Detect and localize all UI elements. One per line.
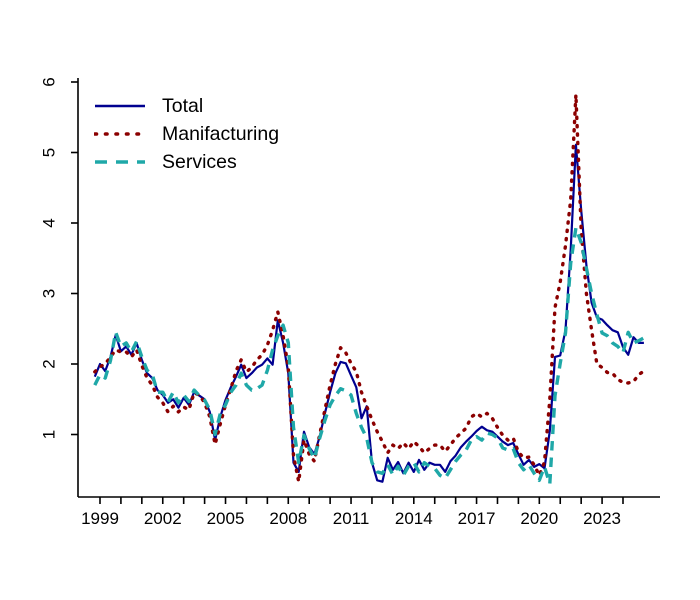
y-axis-tick-label: 1 <box>40 430 59 439</box>
series-line-total <box>93 143 644 483</box>
x-axis-tick-label: 1999 <box>81 509 119 528</box>
legend-label-manifacturing: Manifacturing <box>162 123 280 145</box>
legend-row-services: Services <box>94 148 279 176</box>
legend-label-services: Services <box>162 151 237 173</box>
x-axis-tick-label: 2014 <box>395 509 433 528</box>
x-axis-tick-label: 2020 <box>520 509 558 528</box>
x-axis-tick-label: 2008 <box>269 509 307 528</box>
x-axis-tick-label: 2002 <box>144 509 182 528</box>
y-axis-tick-label: 2 <box>40 359 59 368</box>
legend-row-total: Total <box>94 92 279 120</box>
legend: Total Manifacturing Services <box>94 92 279 176</box>
legend-label-total: Total <box>162 95 204 117</box>
series-line-services <box>93 226 645 486</box>
total-line-sample-icon <box>95 104 145 108</box>
y-axis-tick-label: 3 <box>40 289 59 298</box>
series-line-manifacturing <box>93 92 646 484</box>
x-axis-tick-label: 2011 <box>333 509 370 528</box>
manifacturing-line-sample-icon <box>94 132 146 136</box>
y-axis-tick-label: 4 <box>40 218 59 227</box>
x-axis-tick-label: 2023 <box>583 509 621 528</box>
x-axis-tick-label: 2017 <box>458 509 496 528</box>
y-axis-tick-label: 5 <box>40 148 59 157</box>
x-axis-tick-label: 2005 <box>207 509 245 528</box>
y-axis-tick-label: 6 <box>40 77 59 86</box>
services-line-sample-icon <box>95 160 145 164</box>
legend-row-manifacturing: Manifacturing <box>94 120 279 148</box>
